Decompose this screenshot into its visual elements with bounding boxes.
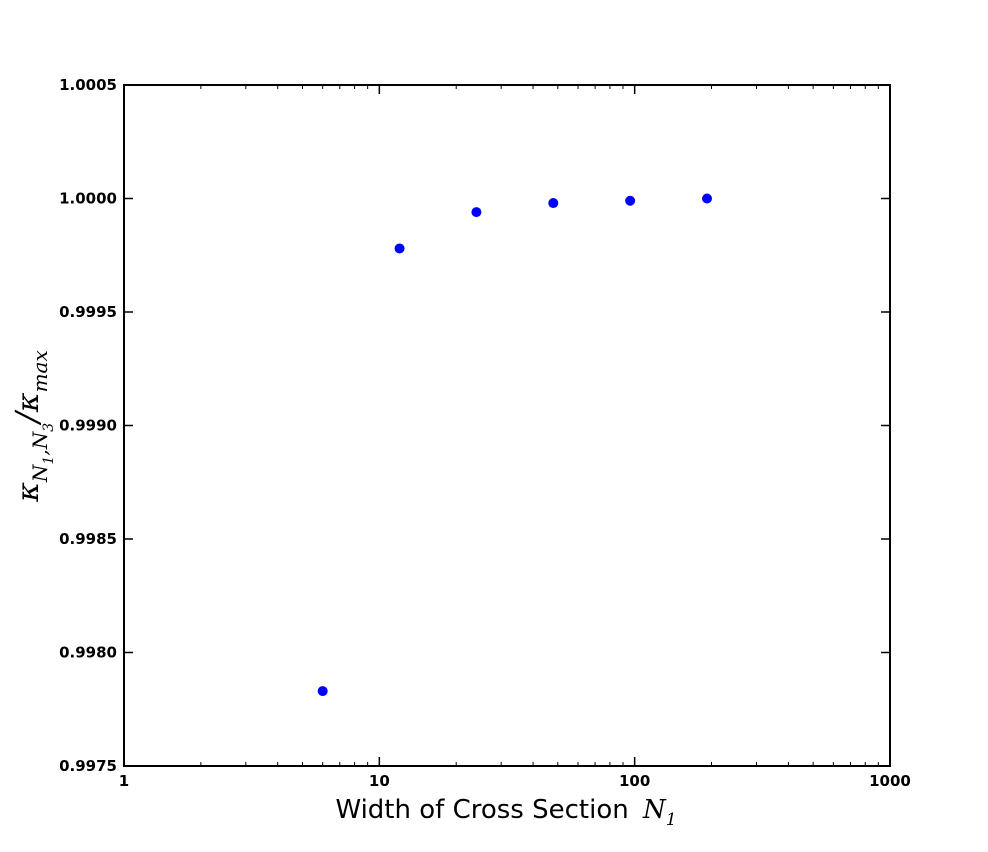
- y-tick-label: 0.9995: [59, 303, 117, 321]
- y-tick-label: 0.9975: [59, 757, 117, 775]
- data-point: [548, 198, 559, 209]
- y-axis-sub-1: 1: [41, 456, 57, 465]
- y-tick-label: 1.0000: [59, 190, 117, 208]
- y-axis-sub-3: 3: [41, 423, 57, 432]
- y-axis-sub-max: max: [28, 350, 52, 392]
- y-axis-kappa: κ: [11, 482, 46, 503]
- x-tick-label: 100: [619, 772, 650, 790]
- y-tick-label: 1.0005: [59, 76, 117, 94]
- plot-frame: [123, 84, 891, 767]
- y-tick-label: 0.9985: [59, 530, 117, 548]
- data-points: [317, 193, 713, 697]
- y-axis-title: κN1,N3/κmax: [8, 350, 57, 503]
- y-axis-sub-n-second: N: [28, 430, 52, 450]
- x-axis-title-text: Width of Cross Section: [335, 795, 628, 825]
- data-point: [702, 193, 713, 204]
- data-point: [625, 195, 636, 206]
- axis-ticks: [123, 84, 891, 767]
- x-axis-title-subscript: 1: [666, 810, 677, 830]
- x-tick-label: 1000: [869, 772, 911, 790]
- x-tick-label: 1: [119, 772, 129, 790]
- y-axis-kappa-max: κ: [11, 392, 46, 413]
- y-axis-sub-comma: ,: [28, 449, 52, 455]
- y-axis-slash: /: [8, 409, 46, 426]
- y-tick-label: 0.9990: [59, 417, 117, 435]
- x-tick-label: 10: [369, 772, 390, 790]
- x-axis-title: Width of Cross Section N1: [335, 795, 676, 830]
- y-tick-label: 0.9980: [59, 644, 117, 662]
- y-axis-sub-n: N: [28, 463, 52, 483]
- data-point: [317, 686, 328, 697]
- x-axis-title-symbol: N: [642, 795, 667, 825]
- data-point: [471, 207, 482, 218]
- axis-tick-labels: 1 10 100 1000 0.9975 0.9980 0.9985 0.9990 0.9995…: [59, 76, 911, 790]
- data-point: [394, 243, 405, 254]
